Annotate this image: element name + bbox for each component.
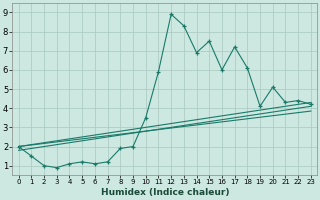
X-axis label: Humidex (Indice chaleur): Humidex (Indice chaleur): [100, 188, 229, 197]
